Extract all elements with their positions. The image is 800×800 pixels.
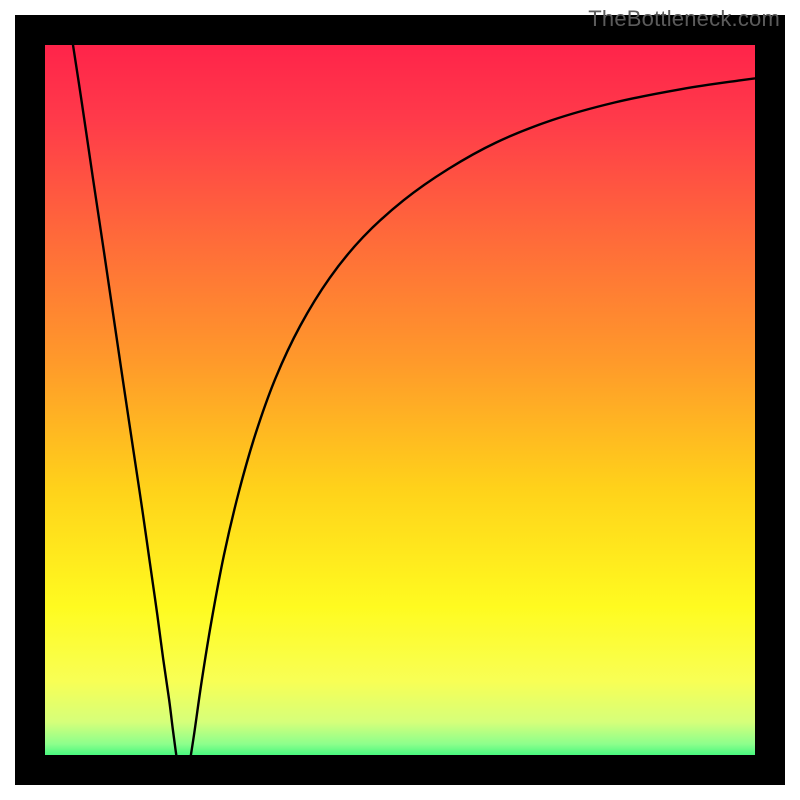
bottleneck-chart	[0, 0, 800, 800]
watermark-label: TheBottleneck.com	[588, 6, 780, 32]
gradient-background	[30, 30, 770, 770]
chart-stage: TheBottleneck.com	[0, 0, 800, 800]
